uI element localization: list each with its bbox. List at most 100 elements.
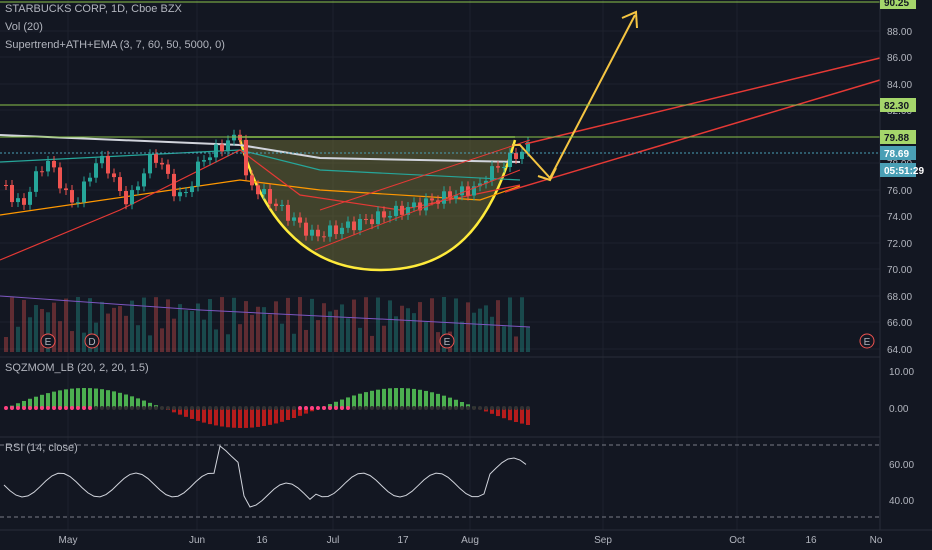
sqzmom-bar bbox=[424, 390, 428, 408]
volume-bar bbox=[388, 300, 392, 352]
candle-body bbox=[340, 227, 344, 235]
sqzmom-legend[interactable]: SQZMOM_LB (20, 2, 20, 1.5) bbox=[5, 362, 149, 374]
sqzmom-dot bbox=[250, 406, 254, 410]
sqzmom-dot bbox=[478, 406, 482, 410]
candle-body bbox=[166, 164, 170, 174]
volume-bar bbox=[334, 309, 338, 352]
candle-body bbox=[76, 202, 80, 204]
sqzmom-dot bbox=[454, 406, 458, 410]
volume-bar bbox=[478, 308, 482, 352]
candle-body bbox=[136, 186, 140, 191]
rsi-legend[interactable]: RSI (14, close) bbox=[5, 442, 78, 454]
sqzmom-dot bbox=[400, 406, 404, 410]
sqzmom-bar bbox=[22, 400, 26, 408]
event-marker bbox=[859, 333, 875, 349]
volume-bar bbox=[226, 334, 230, 352]
sqzmom-dot bbox=[160, 406, 164, 410]
price-tick-label: 74.00 bbox=[887, 212, 912, 223]
volume-bar bbox=[406, 308, 410, 352]
sqzmom-bar bbox=[268, 408, 272, 425]
candle-body bbox=[298, 217, 302, 223]
sqzmom-bar bbox=[214, 408, 218, 426]
candle-body bbox=[70, 190, 74, 203]
volume-bar bbox=[310, 298, 314, 352]
candle-body bbox=[472, 186, 476, 196]
event-marker-label: E bbox=[444, 337, 451, 348]
volume-bar bbox=[340, 304, 344, 352]
sqzmom-dot bbox=[190, 406, 194, 410]
volume-bar bbox=[280, 323, 284, 352]
price-tag: 82.30 bbox=[880, 98, 916, 112]
volume-bar bbox=[268, 314, 272, 352]
sqzmom-bar bbox=[526, 408, 530, 425]
price-tag-bg bbox=[880, 0, 916, 9]
time-axis[interactable]: May Jun 16 Jul 17 Aug Sep Oct 16 No bbox=[59, 535, 883, 546]
volume-bar bbox=[76, 297, 80, 352]
event-marker-label: E bbox=[864, 337, 871, 348]
sqzmom-bar bbox=[262, 408, 266, 427]
volume-bar bbox=[328, 311, 332, 352]
volume-bar bbox=[436, 332, 440, 352]
volume-bar bbox=[346, 318, 350, 352]
sqzmom-bar bbox=[388, 388, 392, 408]
candle-body bbox=[28, 191, 32, 205]
sqzmom-bar bbox=[250, 408, 254, 428]
sqzmom-bar bbox=[346, 397, 350, 408]
volume-bar bbox=[370, 335, 374, 352]
volume-legend[interactable]: Vol (20) bbox=[5, 21, 43, 33]
volume-bar bbox=[16, 326, 20, 352]
sqzmom-bar bbox=[304, 408, 308, 414]
supertrend-legend[interactable]: Supertrend+ATH+EMA (3, 7, 60, 50, 5000, … bbox=[5, 39, 225, 51]
sqzmom-dot bbox=[352, 406, 356, 410]
price-tick-label: 70.00 bbox=[887, 265, 912, 276]
candle-body bbox=[496, 166, 500, 168]
candle-body bbox=[460, 186, 464, 196]
sqzmom-dot bbox=[58, 406, 62, 410]
price-scale[interactable] bbox=[880, 0, 932, 530]
event-marker bbox=[84, 333, 100, 349]
volume-bar bbox=[466, 302, 470, 352]
volume-bar bbox=[220, 297, 224, 352]
sqzmom-bar bbox=[106, 390, 110, 408]
volume-bar bbox=[484, 305, 488, 352]
candle-body bbox=[58, 167, 62, 189]
candle-body bbox=[262, 189, 266, 195]
volume-bar bbox=[376, 297, 380, 352]
sqzmom-bar bbox=[286, 408, 290, 420]
sqzmom-bar bbox=[28, 398, 32, 408]
sqzmom-bar bbox=[280, 408, 284, 422]
projection-arrow bbox=[512, 10, 638, 182]
sqzmom-bar bbox=[292, 408, 296, 418]
sqzmom-dot bbox=[298, 406, 302, 410]
sqzmom-dot bbox=[382, 406, 386, 410]
sqzmom-bar bbox=[460, 401, 464, 408]
candle-body bbox=[322, 236, 326, 238]
price-tag: 05:51:29 bbox=[880, 163, 924, 177]
sqzmom-dot bbox=[208, 406, 212, 410]
volume-bar bbox=[4, 337, 8, 352]
sqzmom-dot bbox=[322, 406, 326, 410]
candlesticks bbox=[4, 129, 530, 242]
volume-bar bbox=[190, 311, 194, 352]
volume-bar bbox=[502, 326, 506, 352]
symbol-legend[interactable]: STARBUCKS CORP, 1D, Cboe BZX bbox=[5, 3, 182, 15]
volume-bar bbox=[490, 316, 494, 352]
sqzmom-dot bbox=[292, 406, 296, 410]
price-tick-label: 72.00 bbox=[887, 239, 912, 250]
volume-ma bbox=[0, 295, 531, 328]
sqzmom-bar bbox=[148, 402, 152, 408]
sqzmom-dot bbox=[172, 406, 176, 410]
sqzmom-dot bbox=[388, 406, 392, 410]
time-axis-label: 16 bbox=[805, 535, 817, 546]
candle-body bbox=[100, 155, 104, 164]
sqzmom-dot bbox=[232, 406, 236, 410]
horizontal-levels bbox=[0, 1, 880, 154]
volume-bar bbox=[316, 320, 320, 352]
sqzmom-dot bbox=[106, 406, 110, 410]
volume-bar bbox=[172, 318, 176, 352]
sqzmom-dot bbox=[130, 406, 134, 410]
volume-bar bbox=[418, 302, 422, 352]
sqzmom-bar bbox=[178, 408, 182, 415]
